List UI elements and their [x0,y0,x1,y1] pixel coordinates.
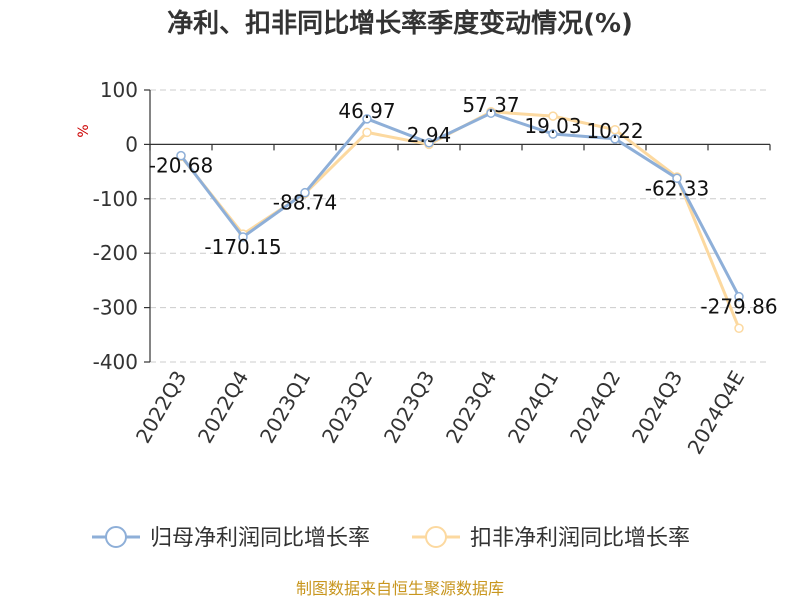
data-point [610,134,620,144]
legend-label: 归母净利润同比增长率 [150,526,370,551]
x-tick-label: 2024Q2 [565,367,625,448]
legend-swatch-marker [105,526,127,548]
data-label: 46.97 [338,99,395,123]
data-source-note: 制图数据来自恒生聚源数据库 [296,579,504,598]
grid-lines [150,89,770,363]
x-tick-label: 2024Q3 [627,367,687,448]
x-tick-label: 2024Q1 [503,367,563,448]
x-tick-label: 2023Q3 [379,367,439,448]
x-tick-label: 2023Q2 [317,367,377,448]
data-label: 57.37 [462,93,519,117]
data-label: 19.03 [524,114,581,138]
data-label: -20.68 [149,154,213,178]
y-tick-label: 0 [125,132,138,156]
series-line [179,111,741,298]
series-lines [176,107,744,334]
data-label: 2.94 [407,123,452,147]
x-tick-label: 2022Q3 [131,367,191,448]
x-tick-label: 2023Q4 [441,367,501,448]
chart-title: 净利、扣非同比增长率季度变动情况(%) [167,8,633,39]
data-point [734,291,744,302]
data-point [734,323,744,334]
data-point [176,150,186,161]
legend-swatch-marker [425,526,447,548]
data-point [548,111,558,121]
data-label: -88.74 [273,191,337,215]
data-label: 10.22 [586,119,643,143]
data-label: -62.33 [645,176,709,200]
data-point [300,187,310,198]
data-label: -279.86 [700,295,777,319]
x-tick-label: 2023Q1 [255,367,315,448]
y-tick-label: -200 [93,241,138,265]
x-tick-label: 2024Q4E [683,367,750,459]
legend-label: 扣非净利润同比增长率 [470,526,690,551]
data-point [362,114,372,124]
y-tick-label: 100 [100,78,138,102]
data-point [362,127,372,138]
data-point [548,129,558,139]
legend: 归母净利润同比增长率 扣非净利润同比增长率 [92,526,690,551]
y-tick-label: -400 [93,350,138,374]
data-point [610,124,620,135]
data-point [238,232,248,242]
data-point [424,138,434,148]
data-label: -170.15 [204,235,281,259]
y-tick-label: -100 [93,187,138,211]
x-tick-label: 2022Q4 [193,367,253,448]
data-point [672,173,682,184]
y-axis-label: % [76,124,92,137]
data-point [486,108,496,118]
y-tick-label: -300 [93,296,138,320]
